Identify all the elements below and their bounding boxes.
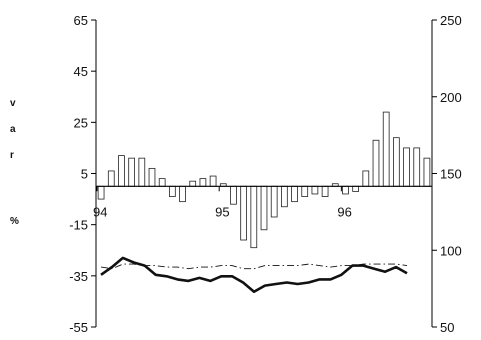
bar <box>423 157 431 187</box>
bar <box>169 185 176 197</box>
bar <box>342 185 349 195</box>
bar <box>138 157 146 187</box>
left-tick-label: 5 <box>81 167 88 182</box>
bar <box>107 170 115 187</box>
bar <box>179 185 186 203</box>
bar <box>189 180 197 187</box>
axes <box>95 20 433 327</box>
y-axis-label: v a r% <box>10 98 19 227</box>
y-axis-label-letter: % <box>10 216 19 227</box>
x-axis-ticks: 94 95 96 <box>93 186 352 219</box>
bar <box>362 170 370 187</box>
bar <box>97 185 105 200</box>
left-tick-label: -55 <box>69 320 88 335</box>
left-tick-label: 25 <box>74 115 88 130</box>
bar <box>270 185 278 218</box>
x-tick-label: 94 <box>93 204 107 219</box>
bar <box>209 175 217 187</box>
left-tick-label: -35 <box>69 269 88 284</box>
right-tick-label: 100 <box>440 243 462 258</box>
bar <box>118 155 125 187</box>
bar-series <box>97 111 431 249</box>
bar <box>240 185 247 241</box>
bar <box>281 185 288 208</box>
bar <box>413 147 421 187</box>
bar <box>321 185 329 197</box>
left-tick-label: 65 <box>74 13 88 28</box>
bar <box>128 157 135 187</box>
right-tick-label: 250 <box>440 13 462 28</box>
x-tick-label: 96 <box>337 204 351 219</box>
bar <box>148 167 156 187</box>
bar <box>158 178 166 187</box>
bar <box>250 185 258 249</box>
left-axis-ticks: 65 45 25 5 -15 -35 -55 <box>69 13 96 335</box>
bar <box>382 111 390 187</box>
bar <box>403 147 410 187</box>
bar <box>311 185 319 195</box>
right-tick-label: 200 <box>440 90 462 105</box>
right-tick-label: 50 <box>440 320 454 335</box>
solid-line-series <box>100 256 408 294</box>
y-axis-label-letter: a <box>10 124 16 135</box>
bar <box>260 185 268 231</box>
bar <box>352 185 359 192</box>
x-tick-label: 95 <box>215 204 229 219</box>
left-tick-label: 45 <box>74 64 88 79</box>
left-tick-label: -15 <box>69 218 88 233</box>
bar <box>393 137 400 187</box>
bar <box>230 185 237 205</box>
y-axis-label-letter: v <box>10 98 16 109</box>
bar <box>372 139 380 187</box>
bar <box>291 185 298 203</box>
line-series <box>100 256 408 294</box>
dash-dot-line-series <box>100 263 408 270</box>
right-axis-ticks: 250 200 150 100 50 <box>432 13 462 335</box>
bar <box>301 185 309 197</box>
right-tick-label: 150 <box>440 167 462 182</box>
y-axis-label-letter: r <box>10 150 14 161</box>
bar <box>199 178 207 187</box>
